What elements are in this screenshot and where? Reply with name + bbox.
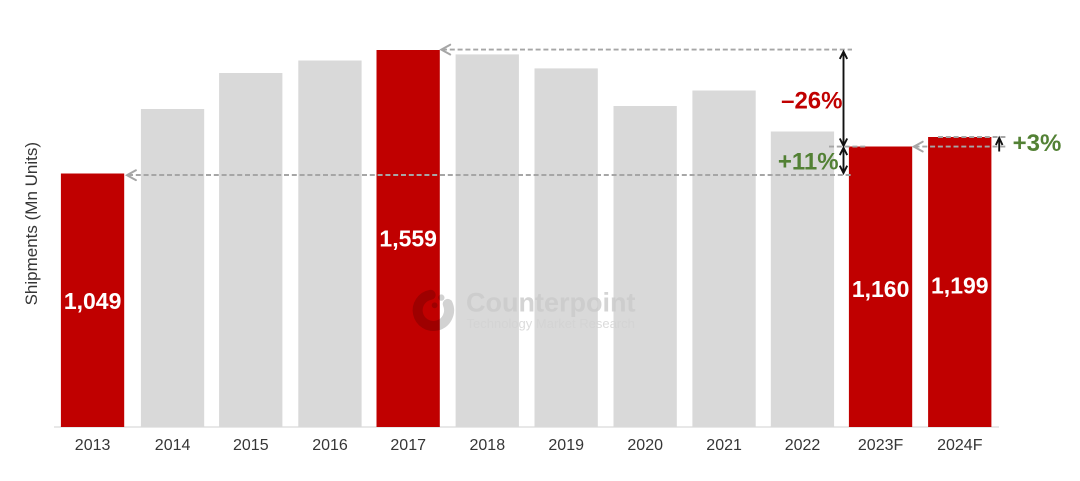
- svg-text:2020: 2020: [627, 437, 663, 454]
- svg-text:2016: 2016: [312, 437, 348, 454]
- svg-text:1,199: 1,199: [931, 273, 989, 299]
- svg-text:2013: 2013: [75, 437, 111, 454]
- svg-text:2017: 2017: [390, 437, 426, 454]
- svg-text:+11%: +11%: [778, 149, 839, 176]
- svg-text:1,049: 1,049: [64, 288, 122, 314]
- svg-text:+3%: +3%: [1013, 130, 1062, 157]
- svg-text:1,160: 1,160: [852, 276, 910, 302]
- svg-text:2021: 2021: [706, 437, 742, 454]
- svg-text:2022: 2022: [785, 437, 821, 454]
- svg-text:2014: 2014: [155, 437, 191, 454]
- svg-text:2019: 2019: [548, 437, 584, 454]
- svg-text:2018: 2018: [470, 437, 506, 454]
- svg-text:Counterpoint: Counterpoint: [466, 288, 635, 318]
- svg-text:2024F: 2024F: [937, 437, 983, 454]
- svg-text:2015: 2015: [233, 437, 269, 454]
- svg-text:Technology Market Research: Technology Market Research: [467, 316, 635, 331]
- svg-text:1,559: 1,559: [379, 226, 437, 252]
- svg-text:Shipments (Mn Units): Shipments (Mn Units): [22, 142, 41, 305]
- svg-text:2023F: 2023F: [858, 437, 904, 454]
- svg-text:–26%: –26%: [781, 87, 842, 114]
